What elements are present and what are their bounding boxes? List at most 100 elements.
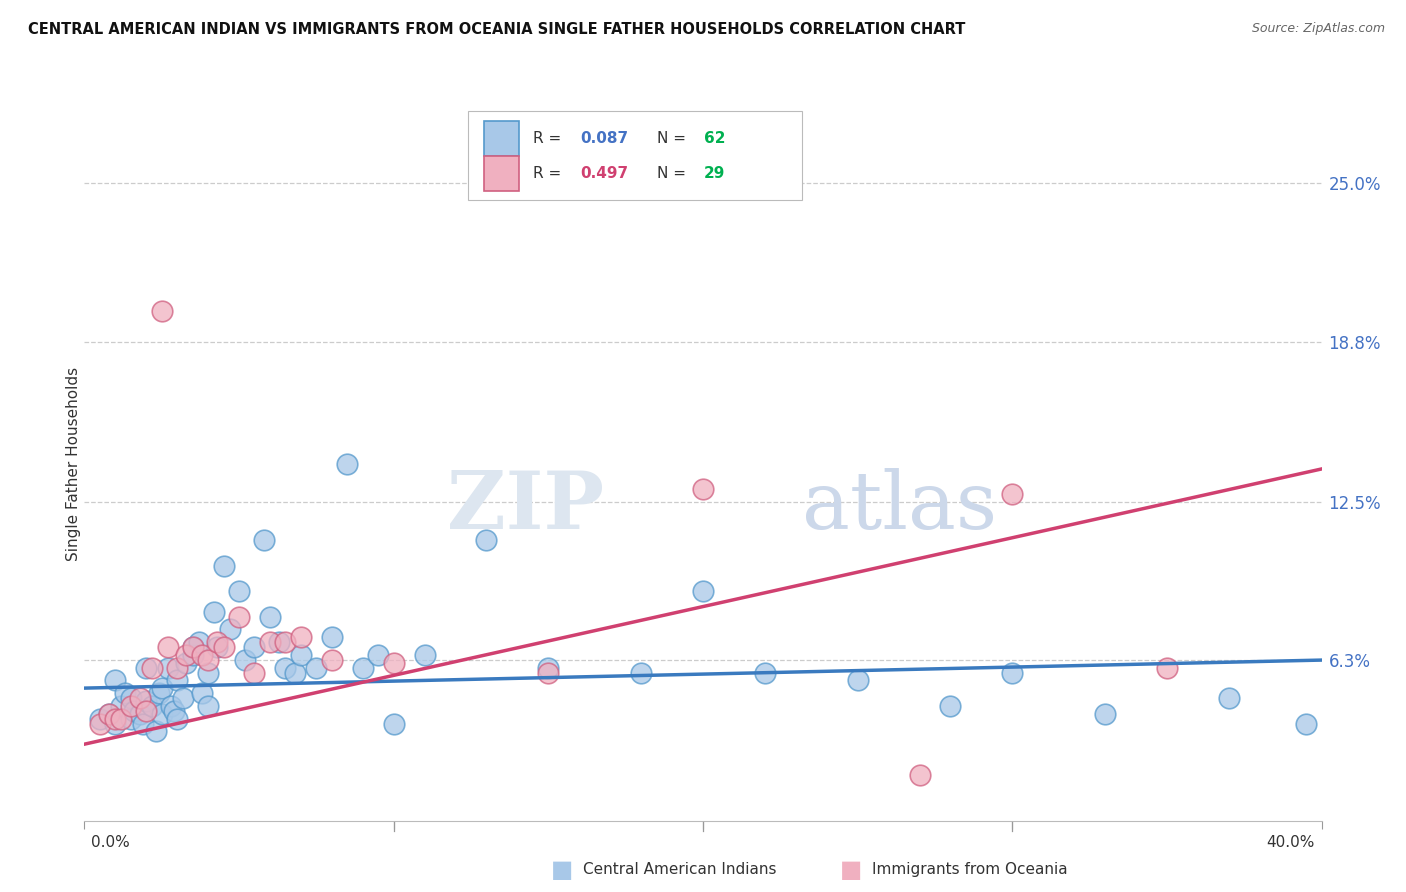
Point [197, 653, 219, 667]
Point [181, 648, 204, 662]
Point [1295, 716, 1317, 731]
Point [243, 640, 266, 655]
Point [176, 656, 198, 670]
Point [274, 635, 297, 649]
Point [135, 661, 157, 675]
Point [537, 665, 560, 680]
Point [754, 665, 776, 680]
Text: N =: N = [657, 131, 692, 146]
FancyBboxPatch shape [484, 121, 519, 155]
Point [475, 533, 498, 548]
Point [181, 640, 204, 655]
Point [150, 706, 173, 721]
Point [537, 661, 560, 675]
Point [160, 698, 183, 713]
Point [197, 698, 219, 713]
Text: 62: 62 [704, 131, 725, 146]
Point [132, 716, 155, 731]
Point [110, 712, 132, 726]
Point [352, 661, 374, 675]
Point [908, 768, 931, 782]
Point [129, 706, 152, 721]
Point [228, 584, 250, 599]
Point [89, 716, 111, 731]
Point [233, 653, 256, 667]
Point [120, 712, 142, 726]
Y-axis label: Single Father Households: Single Father Households [66, 367, 80, 561]
Point [104, 712, 127, 726]
Point [321, 653, 343, 667]
Point [120, 698, 142, 713]
Point [218, 623, 240, 637]
Text: N =: N = [657, 166, 692, 181]
Point [150, 681, 173, 695]
Point [692, 584, 714, 599]
Point [163, 704, 186, 718]
Point [145, 724, 167, 739]
Text: Immigrants from Oceania: Immigrants from Oceania [872, 863, 1067, 877]
Point [212, 640, 235, 655]
Point [98, 706, 121, 721]
Text: Central American Indians: Central American Indians [583, 863, 778, 877]
Text: 0.0%: 0.0% [91, 836, 131, 850]
Text: R =: R = [533, 131, 567, 146]
Point [413, 648, 436, 662]
Text: 0.087: 0.087 [581, 131, 628, 146]
Text: atlas: atlas [801, 467, 997, 546]
Point [98, 706, 121, 721]
Point [367, 648, 389, 662]
Point [114, 686, 136, 700]
Point [187, 635, 209, 649]
Point [176, 648, 198, 662]
Point [191, 686, 214, 700]
Point [135, 704, 157, 718]
Point [1001, 665, 1024, 680]
Point [321, 630, 343, 644]
FancyBboxPatch shape [484, 156, 519, 191]
Point [1218, 691, 1240, 706]
Point [259, 609, 281, 624]
Text: ■: ■ [551, 858, 574, 881]
Text: 40.0%: 40.0% [1267, 836, 1315, 850]
Point [1001, 487, 1024, 501]
Point [336, 457, 359, 471]
Point [191, 648, 214, 662]
Point [1094, 706, 1116, 721]
Text: ■: ■ [839, 858, 862, 881]
Point [1156, 661, 1178, 675]
Point [172, 691, 194, 706]
Text: ZIP: ZIP [447, 467, 605, 546]
Point [290, 630, 312, 644]
Point [141, 698, 163, 713]
Text: 29: 29 [704, 166, 725, 181]
Point [228, 609, 250, 624]
Point [692, 483, 714, 497]
Point [382, 656, 405, 670]
Point [148, 686, 170, 700]
Point [120, 691, 142, 706]
Point [243, 665, 266, 680]
Point [207, 640, 229, 655]
FancyBboxPatch shape [468, 111, 801, 200]
Point [197, 665, 219, 680]
Point [129, 691, 152, 706]
Point [122, 704, 145, 718]
Text: CENTRAL AMERICAN INDIAN VS IMMIGRANTS FROM OCEANIA SINGLE FATHER HOUSEHOLDS CORR: CENTRAL AMERICAN INDIAN VS IMMIGRANTS FR… [28, 22, 966, 37]
Point [135, 694, 157, 708]
Point [284, 665, 307, 680]
Point [110, 698, 132, 713]
Point [150, 304, 173, 318]
Point [382, 716, 405, 731]
Text: 0.497: 0.497 [581, 166, 628, 181]
Point [156, 661, 179, 675]
Text: R =: R = [533, 166, 567, 181]
Point [290, 648, 312, 662]
Point [141, 661, 163, 675]
Point [104, 673, 127, 688]
Point [269, 635, 291, 649]
Point [630, 665, 652, 680]
Point [89, 712, 111, 726]
Point [166, 661, 188, 675]
Point [274, 661, 297, 675]
Point [181, 640, 204, 655]
